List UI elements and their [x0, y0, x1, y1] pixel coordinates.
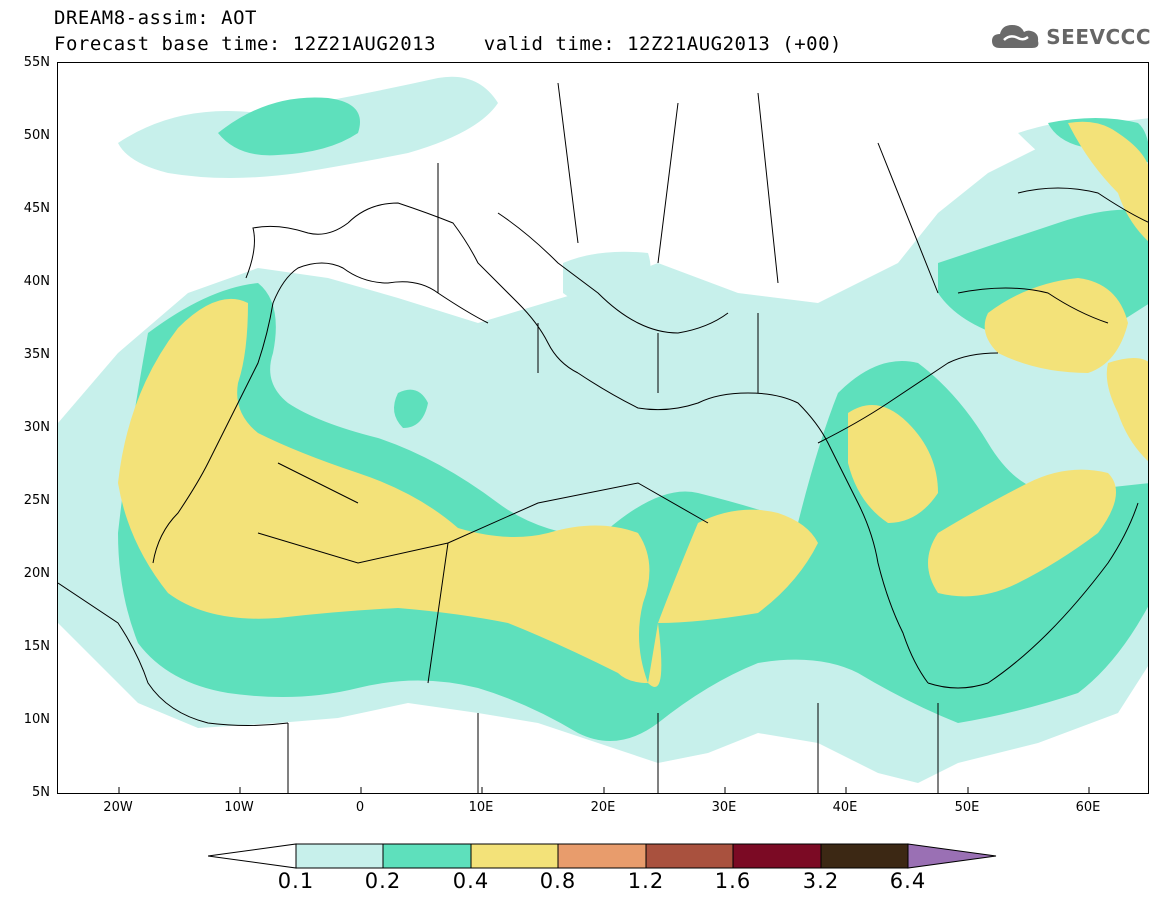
logo-text: SEEVCCC [1046, 25, 1151, 49]
lon-label-50e: 50E [954, 800, 980, 815]
lat-label-20n: 20N [23, 566, 50, 581]
colorbar-label-0.4: 0.4 [452, 869, 490, 893]
lat-label-40n: 40N [23, 274, 50, 289]
colorbar-label-0.8: 0.8 [539, 869, 577, 893]
lon-label-0: 0 [355, 800, 365, 815]
colorbar-swatch-0 [295, 843, 384, 869]
colorbar-swatch-1 [382, 843, 472, 869]
lat-label-15n: 15N [23, 639, 50, 654]
lon-label-10w: 10W [224, 800, 254, 815]
colorbar-label-1.2: 1.2 [627, 869, 665, 893]
cloud-icon [992, 25, 1039, 48]
colorbar-swatch-6 [820, 843, 909, 869]
aot-map [58, 76, 1148, 793]
aot-colorbar [208, 843, 997, 869]
lat-label-45n: 45N [23, 201, 50, 216]
map-title: DREAM8-assim: AOT [54, 7, 257, 29]
lat-label-35n: 35N [23, 347, 50, 362]
lon-label-40e: 40E [832, 800, 858, 815]
colorbar-swatch-4 [645, 843, 734, 869]
seevccc-logo: SEEVCCC [990, 22, 1151, 52]
colorbar-swatch-2 [470, 843, 559, 869]
lat-label-25n: 25N [23, 493, 50, 508]
coastlines [58, 82, 1148, 793]
colorbar-label-6.4: 6.4 [889, 869, 927, 893]
lon-label-20w: 20W [103, 800, 133, 815]
lon-label-10e: 10E [468, 800, 494, 815]
lon-label-60e: 60E [1075, 800, 1101, 815]
colorbar-label-0.1: 0.1 [277, 869, 315, 893]
lat-label-50n: 50N [23, 128, 50, 143]
colorbar-label-0.2: 0.2 [364, 869, 402, 893]
aot-band-0.4-0.8 [118, 121, 1148, 687]
map-area [57, 62, 1149, 794]
lat-label-10n: 10N [23, 712, 50, 727]
colorbar-label-1.6: 1.6 [714, 869, 752, 893]
lat-label-5n: 5N [32, 785, 50, 800]
colorbar-swatch-5 [732, 843, 822, 869]
lat-label-55n: 55N [23, 55, 50, 70]
forecast-time-line: Forecast base time: 12Z21AUG2013 valid t… [54, 33, 842, 55]
colorbar-label-3.2: 3.2 [802, 869, 840, 893]
lon-label-30e: 30E [711, 800, 737, 815]
colorbar-under-arrow [208, 843, 297, 869]
colorbar-swatch-3 [557, 843, 647, 869]
lon-label-20e: 20E [590, 800, 616, 815]
colorbar-over-arrow [907, 843, 997, 869]
lon-ticks [118, 787, 1090, 793]
lat-label-30n: 30N [23, 420, 50, 435]
